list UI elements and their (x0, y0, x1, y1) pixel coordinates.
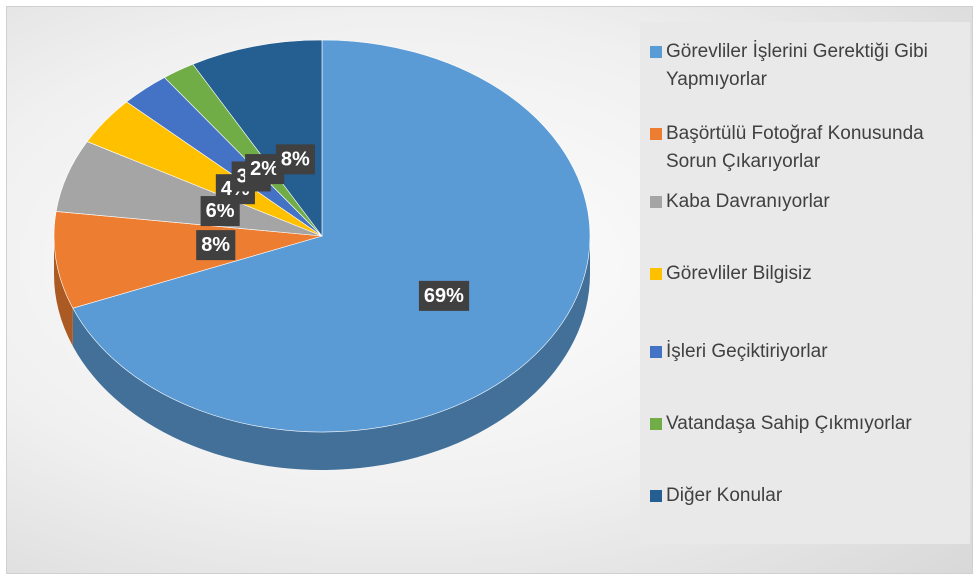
legend-item: Görevliler İşlerini Gerektiği Gibi Yapmı… (650, 38, 965, 94)
data-label: 8% (275, 144, 316, 175)
slice (53, 211, 323, 309)
data-label-text: 2% (250, 158, 279, 180)
legend-item: Görevliler Bilgisiz (650, 260, 965, 288)
legend-item: Kaba Davranıyorlar (650, 188, 965, 216)
legend-label: İşleri Geçiktiriyorlar (666, 341, 828, 362)
legend-swatch (650, 128, 662, 140)
legend-item: Vatandaşa Sahip Çıkmıyorlar (650, 410, 965, 438)
slice (192, 39, 323, 237)
legend-label: Başörtülü Fotoğraf Konusunda Sorun Çıkar… (666, 123, 924, 172)
legend-label: Görevliler Bilgisiz (666, 263, 812, 284)
legend-item: Başörtülü Fotoğraf Konusunda Sorun Çıkar… (650, 120, 965, 176)
data-label-box (418, 280, 470, 311)
legend-label: Görevliler İşlerini Gerektiği Gibi Yapmı… (666, 41, 928, 90)
legend-label: Vatandaşa Sahip Çıkmıyorlar (666, 413, 912, 434)
legend: Görevliler İşlerini Gerektiği Gibi Yapmı… (640, 22, 970, 544)
legend-item: İşleri Geçiktiriyorlar (650, 338, 965, 366)
legend-swatch (650, 346, 662, 358)
legend-swatch (650, 46, 662, 58)
legend-label: Kaba Davranıyorlar (666, 191, 830, 212)
data-label-box (275, 144, 316, 175)
legend-swatch (650, 418, 662, 430)
legend-swatch (650, 490, 662, 502)
legend-label: Diğer Konular (666, 485, 783, 506)
legend-swatch (650, 196, 662, 208)
data-label: 8% (196, 230, 236, 261)
slice-side (54, 236, 73, 347)
data-label-text: 69% (424, 285, 464, 307)
legend-swatch (650, 268, 662, 280)
data-label-text: 6% (206, 200, 235, 222)
data-label: 69% (418, 280, 470, 311)
data-label-box (196, 230, 236, 261)
legend-item: Diğer Konular (650, 482, 965, 510)
slice (72, 39, 591, 433)
data-label-text: 8% (281, 148, 310, 170)
data-label-text: 8% (201, 234, 230, 256)
